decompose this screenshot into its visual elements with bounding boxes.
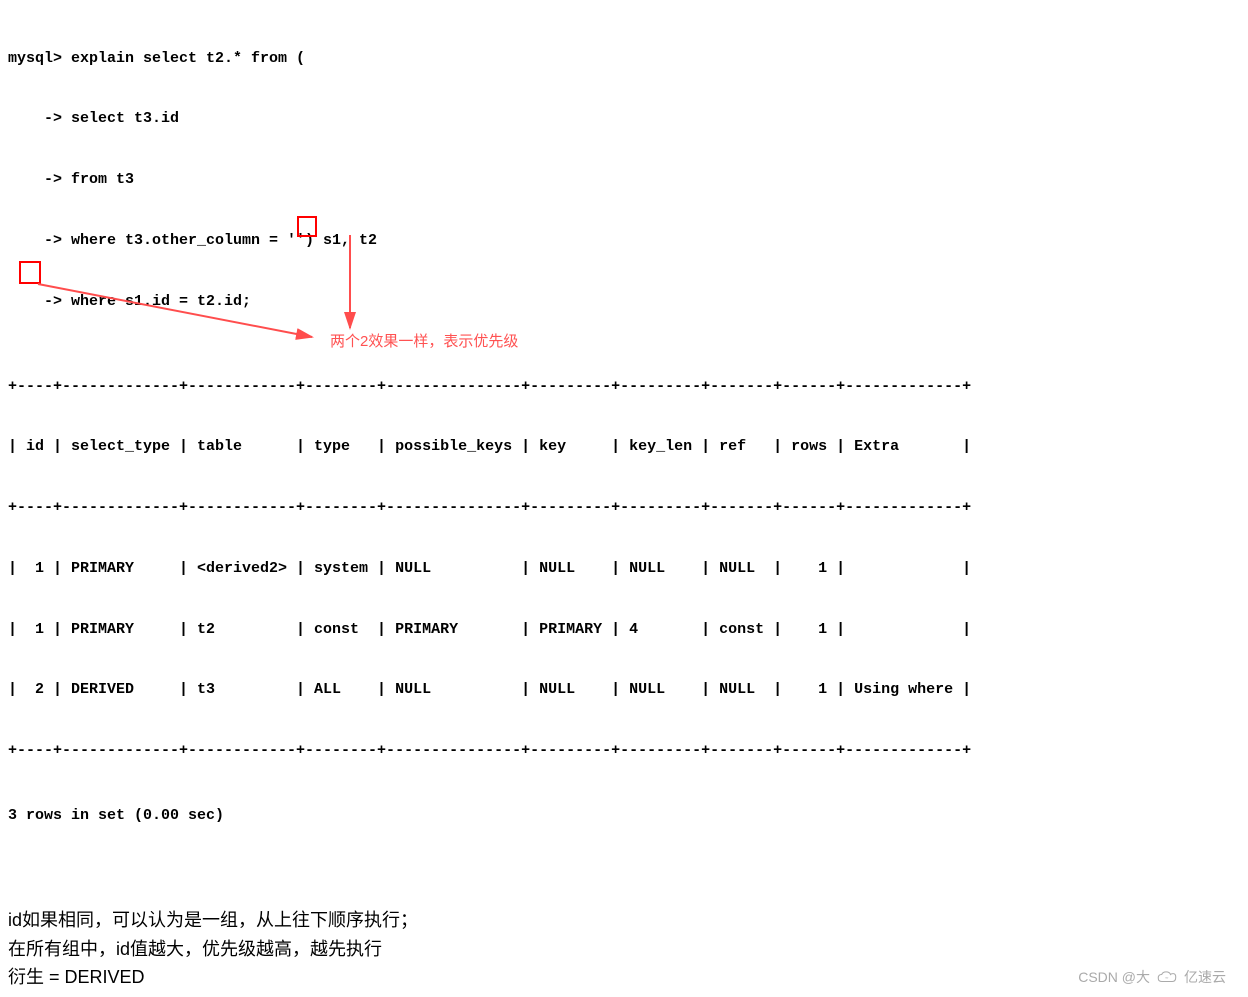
table-row: | 2 | DERIVED | t3 | ALL | NULL | NULL |… [8,680,1240,700]
table-separator: +----+-------------+------------+-------… [8,741,1240,761]
watermark-csdn: CSDN @大 [1078,968,1150,987]
sql-query-block: mysql> explain select t2.* from ( -> sel… [8,8,1240,332]
query-line: -> where t3.other_column = '') s1, t2 [8,231,1240,251]
explanation-line: 衍生 = DERIVED [8,965,1240,989]
query-line: mysql> explain select t2.* from ( [8,49,1240,69]
explain-table: +----+-------------+------------+-------… [8,336,1240,846]
table-header: | id | select_type | table | type | poss… [8,437,1240,457]
table-separator: +----+-------------+------------+-------… [8,377,1240,397]
table-row: | 1 | PRIMARY | <derived2> | system | NU… [8,559,1240,579]
explanation-line: 在所有组中，id值越大，优先级越高，越先执行 [8,937,1240,961]
annotation-text: 两个2效果一样，表示优先级 [330,332,518,352]
table-row: | 1 | PRIMARY | t2 | const | PRIMARY | P… [8,620,1240,640]
watermark: CSDN @大 ∞ 亿速云 [1078,968,1226,987]
table-separator: +----+-------------+------------+-------… [8,498,1240,518]
query-line: -> select t3.id [8,109,1240,129]
query-line: -> where s1.id = t2.id; [8,292,1240,312]
query-line: -> from t3 [8,170,1240,190]
watermark-yisuyun: 亿速云 [1184,968,1226,987]
svg-text:∞: ∞ [1165,975,1168,980]
cloud-icon: ∞ [1156,971,1178,985]
explanation-line: id如果相同，可以认为是一组，从上往下顺序执行； [8,908,1240,932]
rows-summary: 3 rows in set (0.00 sec) [8,806,1240,826]
